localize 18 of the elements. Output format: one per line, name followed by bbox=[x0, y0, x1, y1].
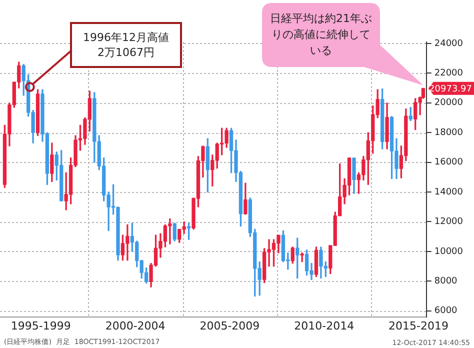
y-tick-label: 14000 bbox=[434, 187, 464, 198]
x-tick-label: 2005-2009 bbox=[200, 319, 260, 332]
y-tick-label: 20000 bbox=[434, 98, 464, 108]
x-tick-label: 1995-1999 bbox=[10, 319, 71, 332]
y-tick-label: 12000 bbox=[434, 217, 464, 228]
annotation: 1996年12月高値 2万1067円 bbox=[70, 22, 182, 68]
x-tick-label: 2010-2014 bbox=[294, 319, 354, 332]
y-tick-label: 6000 bbox=[434, 306, 458, 316]
y-tick-label: 10000 bbox=[434, 246, 464, 257]
y-tick-label: 22000 bbox=[434, 68, 464, 79]
x-tick-label: 2015-2019 bbox=[388, 319, 448, 332]
y-tick-label: 16000 bbox=[434, 158, 464, 168]
y-tick-label: 24000 bbox=[434, 38, 464, 49]
y-tick-label: 8000 bbox=[434, 276, 458, 286]
x-tick-label: 2000-2004 bbox=[105, 319, 166, 332]
y-tick-label: 18000 bbox=[434, 128, 464, 138]
annotation: 日経平均は約21年ぶりの高値に続伸している bbox=[269, 11, 373, 59]
text: 20973.97 bbox=[429, 84, 472, 94]
